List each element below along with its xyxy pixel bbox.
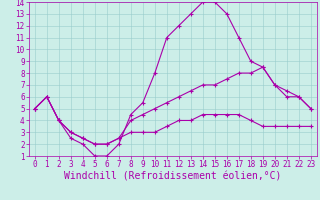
X-axis label: Windchill (Refroidissement éolien,°C): Windchill (Refroidissement éolien,°C) <box>64 172 282 182</box>
